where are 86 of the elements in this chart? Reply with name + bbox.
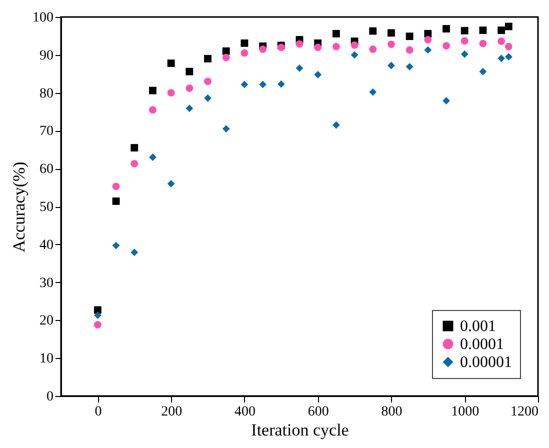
point	[296, 64, 304, 72]
y-axis-title: Accuracy(%)	[10, 162, 28, 252]
point	[149, 154, 156, 161]
point	[167, 60, 175, 67]
x-tick-label: 200	[161, 404, 182, 420]
point	[479, 68, 487, 76]
point	[406, 62, 414, 70]
point	[332, 42, 340, 50]
y-tick-label: 0	[46, 390, 54, 404]
y-tick-label: 60	[40, 162, 54, 178]
point	[314, 70, 322, 78]
x-tick-label: 600	[308, 404, 329, 420]
point	[479, 40, 487, 48]
point	[94, 321, 102, 328]
y-tick-label: 90	[40, 48, 54, 64]
point	[167, 180, 175, 188]
point	[350, 51, 358, 59]
point	[369, 27, 377, 35]
point	[350, 41, 358, 49]
y-tick-label: 10	[40, 352, 54, 367]
point	[332, 30, 340, 38]
point	[130, 248, 138, 256]
x-tick-label: 0	[94, 404, 102, 420]
point	[460, 26, 468, 34]
point	[112, 242, 120, 250]
point	[460, 37, 468, 45]
point	[186, 68, 194, 76]
point	[388, 29, 395, 37]
point	[369, 46, 377, 53]
point	[442, 97, 450, 104]
point	[332, 121, 340, 129]
x-tick-label: 1000	[451, 404, 480, 420]
point	[424, 46, 432, 54]
point	[240, 80, 248, 88]
point	[296, 40, 304, 48]
point	[259, 46, 267, 53]
y-tick-label: 70	[40, 124, 54, 140]
y-tick-label: 30	[40, 276, 54, 291]
y-tick-label: 50	[40, 200, 54, 215]
point	[504, 22, 512, 30]
point	[259, 80, 267, 88]
point	[112, 197, 120, 205]
point	[277, 80, 285, 88]
point	[149, 106, 156, 114]
y-tick-label: 80	[40, 86, 54, 102]
point	[130, 144, 138, 152]
point	[204, 78, 212, 86]
legend-label: 0.0001	[460, 336, 504, 353]
point	[504, 53, 512, 61]
point	[460, 50, 468, 58]
legend-label: 0.001	[460, 318, 496, 335]
point	[498, 26, 506, 34]
point	[498, 38, 506, 45]
point	[504, 42, 512, 50]
x-axis-title: Iteration cycle	[251, 420, 349, 440]
legend-label: 0.00001	[460, 354, 512, 371]
point	[240, 49, 248, 57]
point	[314, 44, 322, 52]
point	[186, 104, 194, 112]
point	[149, 86, 156, 94]
x-tick-label: 1200	[510, 404, 538, 420]
point	[369, 88, 377, 96]
point	[240, 39, 248, 47]
point	[222, 125, 230, 133]
point	[442, 42, 450, 50]
point	[94, 312, 102, 319]
point	[204, 54, 212, 62]
point	[498, 54, 506, 62]
point	[130, 160, 138, 168]
point	[479, 26, 487, 34]
point	[222, 54, 230, 62]
point	[112, 182, 120, 190]
y-tick-label: 100	[32, 10, 54, 26]
point	[406, 46, 414, 54]
point	[204, 94, 212, 102]
y-tick-label: 20	[40, 314, 54, 329]
point	[424, 36, 432, 44]
point	[388, 40, 395, 48]
x-tick-label: 800	[381, 404, 402, 420]
y-tick-label: 40	[40, 238, 54, 253]
point	[442, 25, 450, 32]
point	[167, 89, 175, 96]
point	[222, 47, 230, 55]
point	[186, 84, 194, 92]
x-tick-label: 400	[234, 404, 256, 420]
point	[406, 32, 414, 40]
